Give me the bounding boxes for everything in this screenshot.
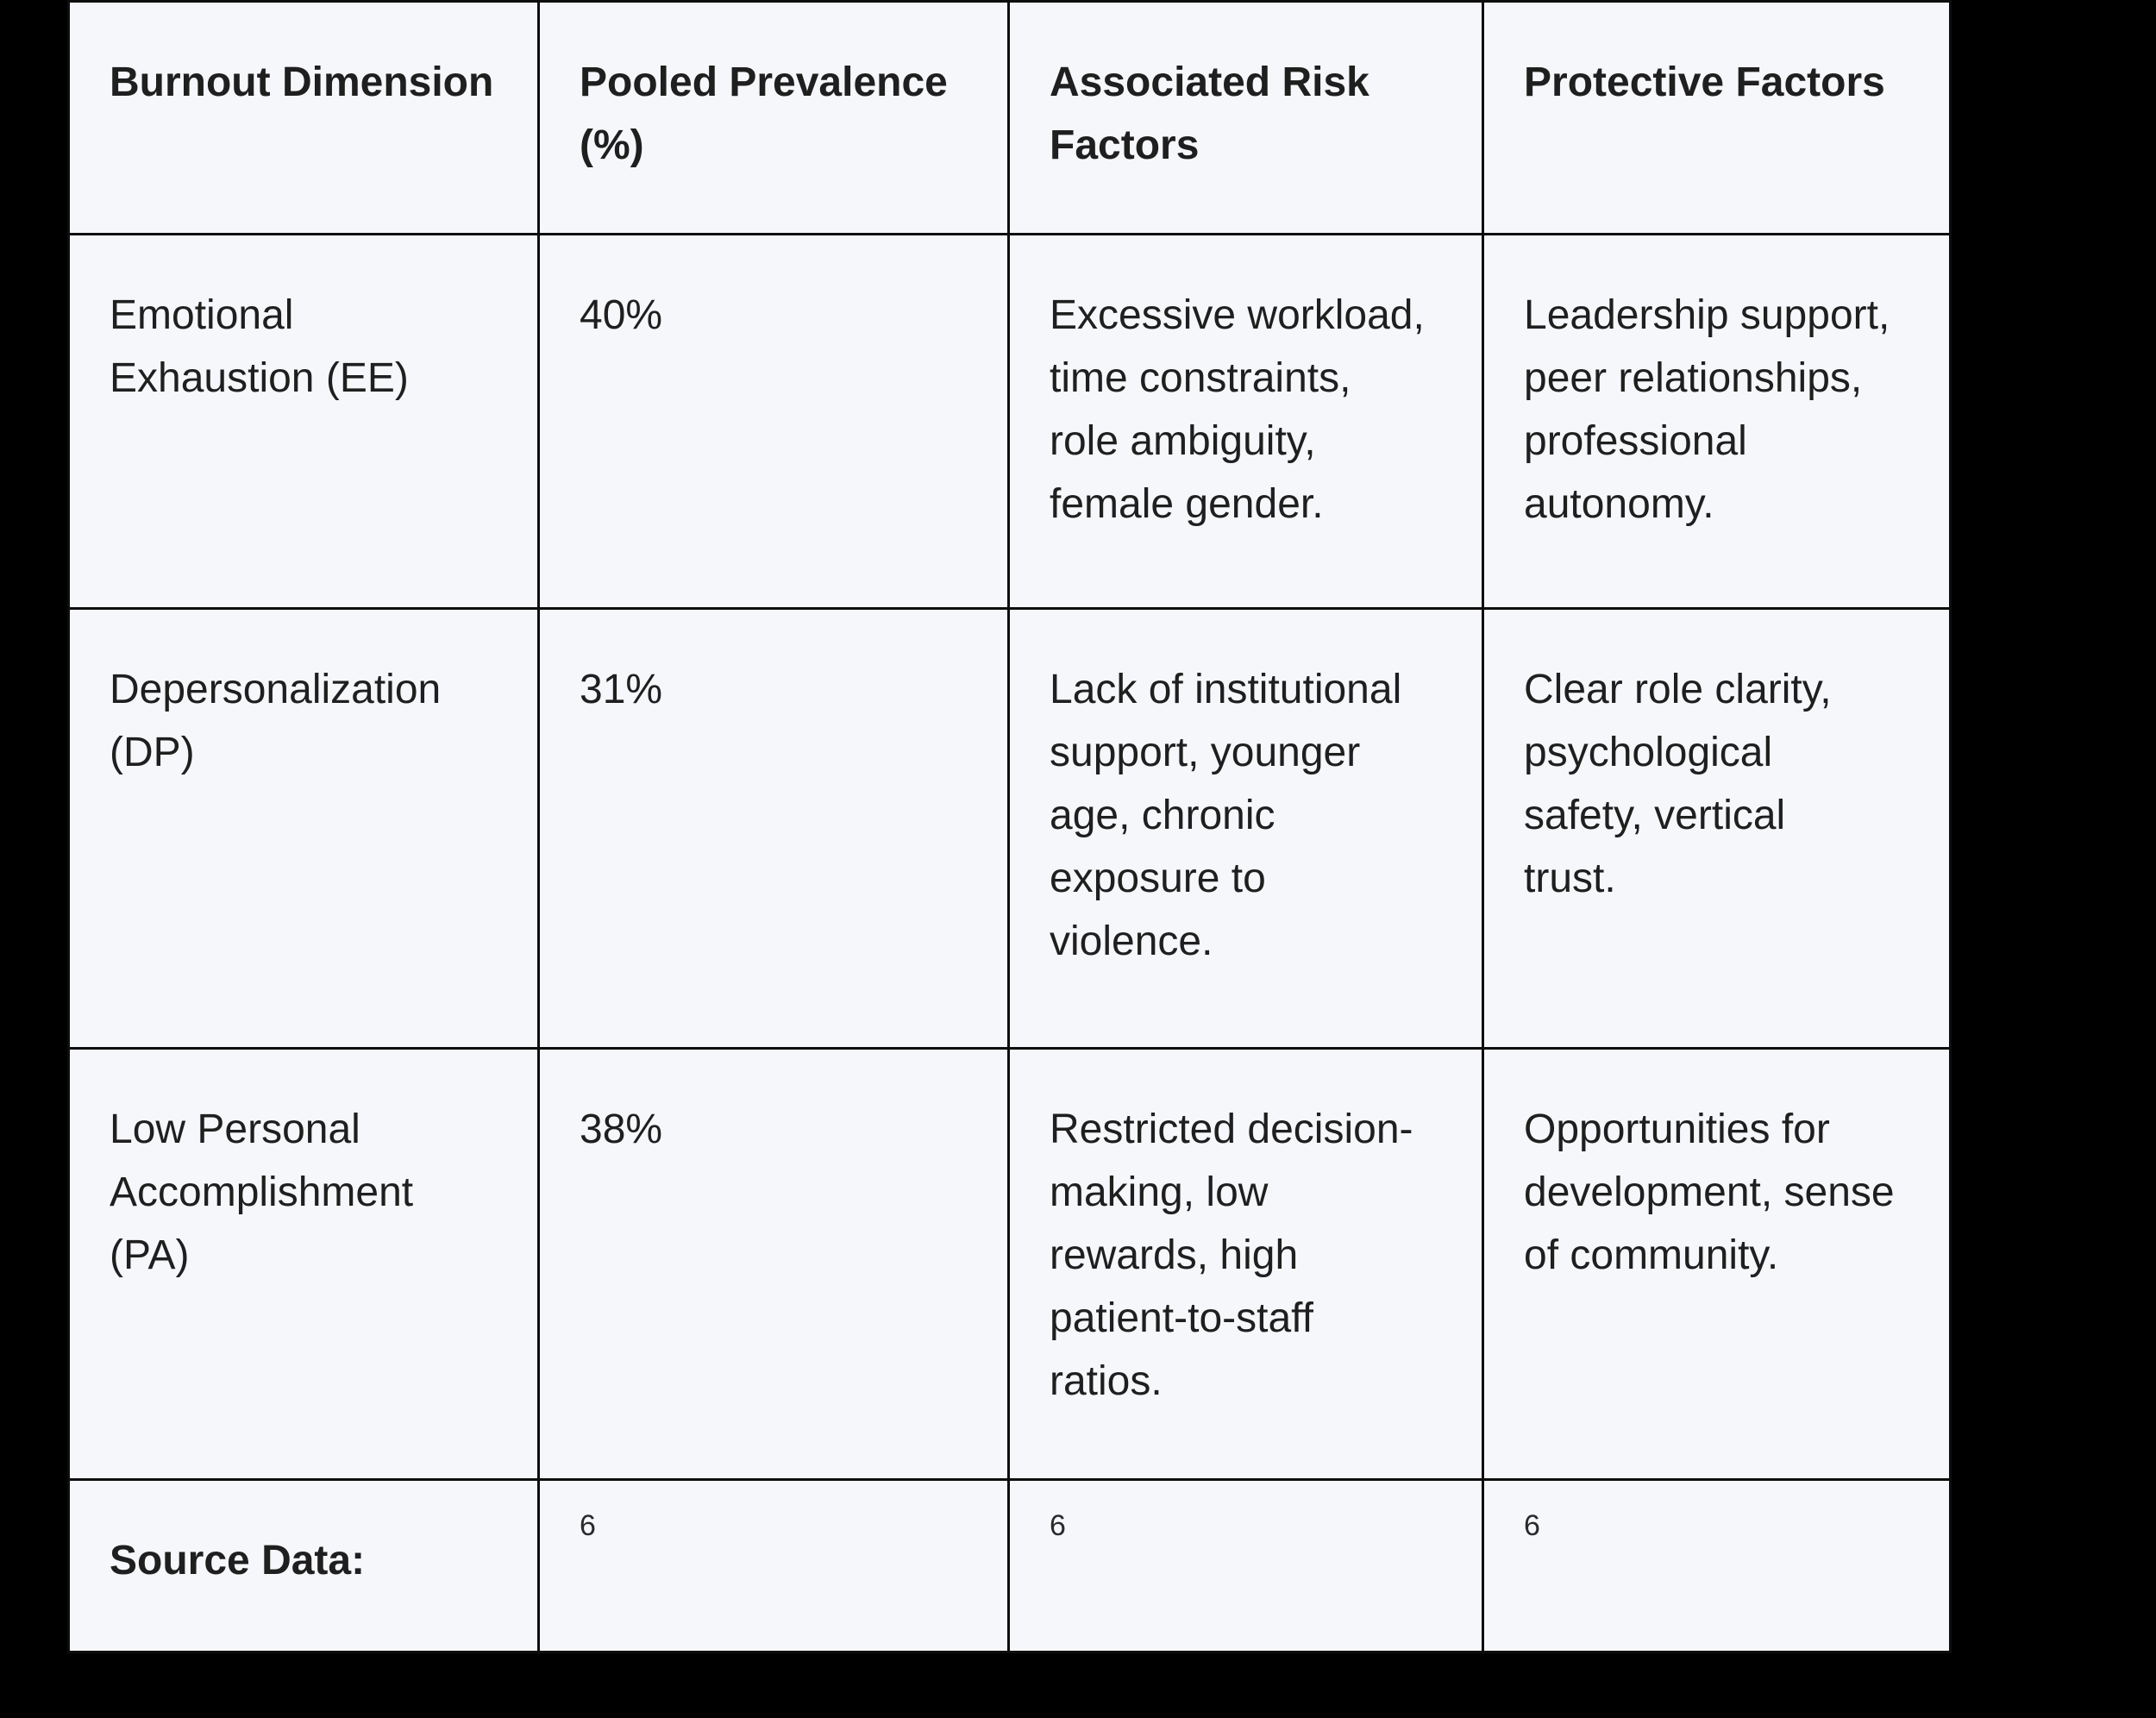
header-pooled-prevalence: Pooled Prevalence (%): [537, 0, 1010, 235]
cell-dimension: Depersonalization (DP): [67, 607, 540, 1050]
table-row-emotional-exhaustion: Emotional Exhaustion (EE) 40% Excessive …: [67, 233, 1952, 610]
cell-prevalence: 38%: [537, 1047, 1010, 1481]
footnote-marker: 6: [1007, 1478, 1484, 1653]
cell-prevalence: 40%: [537, 233, 1010, 610]
cell-dimension: Low Personal Accomplishment (PA): [67, 1047, 540, 1481]
table-row-low-personal-accomplishment: Low Personal Accomplishment (PA) 38% Res…: [67, 1047, 1952, 1481]
cell-protective-factors: Leadership support, peer relationships, …: [1482, 233, 1952, 610]
footnote-marker: 6: [1482, 1478, 1952, 1653]
cell-prevalence: 31%: [537, 607, 1010, 1050]
source-data-label: Source Data:: [67, 1478, 540, 1653]
header-protective-factors: Protective Factors: [1482, 0, 1952, 235]
cell-risk-factors: Excessive workload, time constraints, ro…: [1007, 233, 1484, 610]
table-row-source-data: Source Data: 6 6 6: [67, 1478, 1952, 1653]
cell-protective-factors: Opportunities for development, sense of …: [1482, 1047, 1952, 1481]
footnote-marker: 6: [537, 1478, 1010, 1653]
header-associated-risk-factors: Associated Risk Factors: [1007, 0, 1484, 235]
burnout-dimensions-table: Burnout Dimension Pooled Prevalence (%) …: [67, 0, 1952, 1653]
table-header-row: Burnout Dimension Pooled Prevalence (%) …: [67, 0, 1952, 235]
header-burnout-dimension: Burnout Dimension: [67, 0, 540, 235]
cell-risk-factors: Restricted decision- making, low rewards…: [1007, 1047, 1484, 1481]
cell-risk-factors: Lack of institutional support, younger a…: [1007, 607, 1484, 1050]
cell-protective-factors: Clear role clarity, psychological safety…: [1482, 607, 1952, 1050]
table-row-depersonalization: Depersonalization (DP) 31% Lack of insti…: [67, 607, 1952, 1050]
cell-dimension: Emotional Exhaustion (EE): [67, 233, 540, 610]
